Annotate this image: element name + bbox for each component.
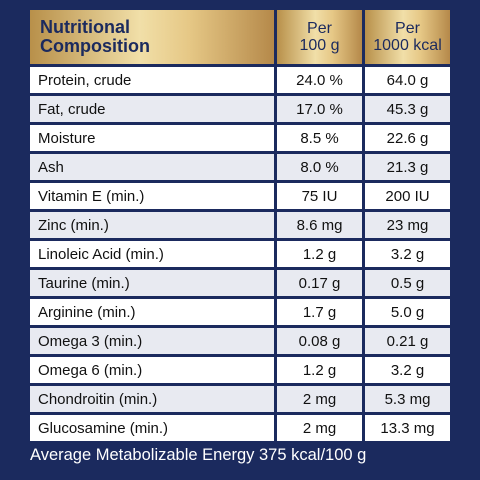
value-per-1000kcal: 5.3 mg <box>365 386 450 412</box>
value-per-100g: 24.0 % <box>277 67 362 93</box>
nutrient-name: Moisture <box>30 125 274 151</box>
value-per-100g: 8.6 mg <box>277 212 362 238</box>
value-per-1000kcal: 3.2 g <box>365 241 450 267</box>
value-per-1000kcal: 200 IU <box>365 183 450 209</box>
value-per-1000kcal: 22.6 g <box>365 125 450 151</box>
nutrient-name: Omega 3 (min.) <box>30 328 274 354</box>
value-per-1000kcal: 21.3 g <box>365 154 450 180</box>
nutrient-name: Arginine (min.) <box>30 299 274 325</box>
header-per-1000kcal-line2: 1000 kcal <box>373 37 442 54</box>
header-nutrient-line2: Composition <box>40 36 150 56</box>
nutrient-name: Vitamin E (min.) <box>30 183 274 209</box>
nutrient-name: Chondroitin (min.) <box>30 386 274 412</box>
value-per-100g: 8.5 % <box>277 125 362 151</box>
value-per-100g: 0.17 g <box>277 270 362 296</box>
nutrient-name: Glucosamine (min.) <box>30 415 274 441</box>
header-nutrient-line1: Nutritional <box>40 17 130 37</box>
nutrient-name: Zinc (min.) <box>30 212 274 238</box>
value-per-1000kcal: 3.2 g <box>365 357 450 383</box>
value-per-100g: 2 mg <box>277 386 362 412</box>
value-per-100g: 1.7 g <box>277 299 362 325</box>
header-per-100g-line2: 100 g <box>299 37 340 54</box>
value-per-1000kcal: 64.0 g <box>365 67 450 93</box>
nutrient-name: Protein, crude <box>30 67 274 93</box>
value-per-100g: 1.2 g <box>277 357 362 383</box>
nutrient-name: Linoleic Acid (min.) <box>30 241 274 267</box>
value-per-1000kcal: 13.3 mg <box>365 415 450 441</box>
header-per-100g: Per 100 g <box>277 10 362 64</box>
value-per-1000kcal: 5.0 g <box>365 299 450 325</box>
value-per-100g: 0.08 g <box>277 328 362 354</box>
value-per-1000kcal: 23 mg <box>365 212 450 238</box>
nutrient-name: Fat, crude <box>30 96 274 122</box>
header-per-100g-line1: Per <box>307 20 332 37</box>
value-per-1000kcal: 0.21 g <box>365 328 450 354</box>
value-per-100g: 8.0 % <box>277 154 362 180</box>
value-per-100g: 75 IU <box>277 183 362 209</box>
nutrient-name: Ash <box>30 154 274 180</box>
value-per-100g: 17.0 % <box>277 96 362 122</box>
header-per-1000kcal-line1: Per <box>395 20 420 37</box>
nutrient-name: Omega 6 (min.) <box>30 357 274 383</box>
value-per-1000kcal: 0.5 g <box>365 270 450 296</box>
header-nutrient: Nutritional Composition <box>30 10 274 64</box>
value-per-100g: 1.2 g <box>277 241 362 267</box>
value-per-1000kcal: 45.3 g <box>365 96 450 122</box>
nutrition-table: Nutritional Composition Per 100 g Per 10… <box>30 10 450 444</box>
header-per-1000kcal: Per 1000 kcal <box>365 10 450 64</box>
footer-energy-note: Average Metabolizable Energy 375 kcal/10… <box>30 446 367 464</box>
value-per-100g: 2 mg <box>277 415 362 441</box>
nutrient-name: Taurine (min.) <box>30 270 274 296</box>
